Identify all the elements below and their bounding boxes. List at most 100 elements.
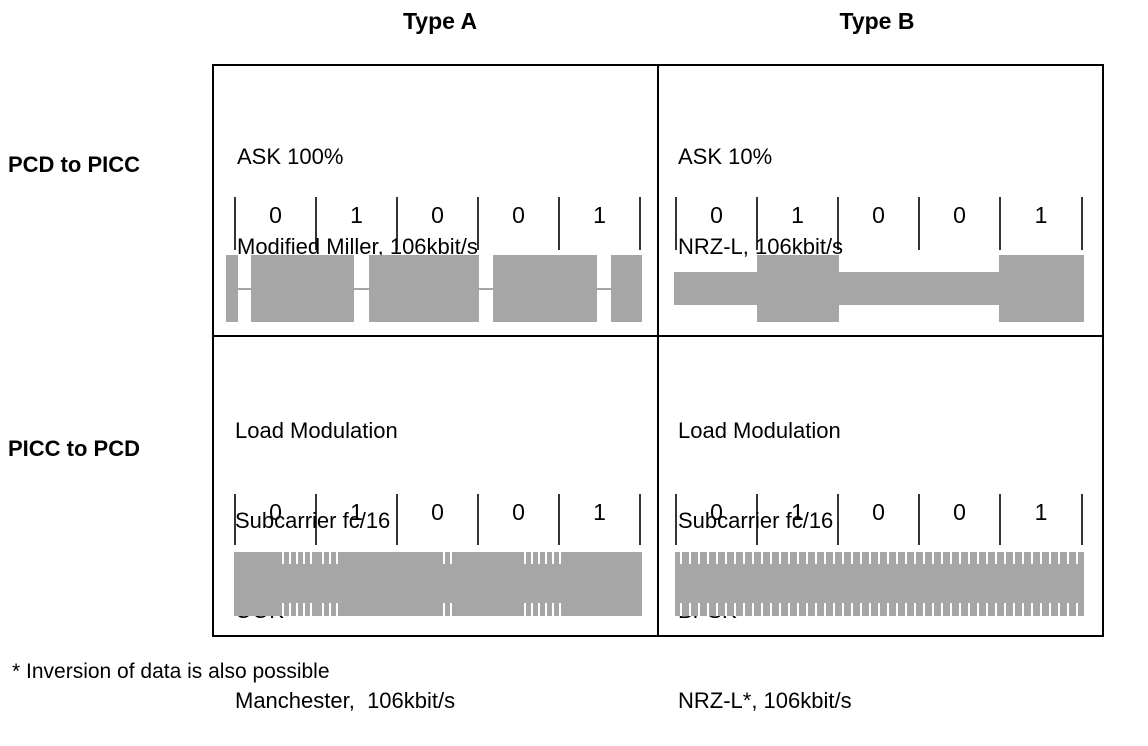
subcarrier-gap: [959, 552, 961, 564]
subcarrier-gap: [303, 603, 305, 616]
subcarrier-gap: [1013, 552, 1015, 564]
subcarrier-gap: [770, 552, 772, 564]
subcarrier-gap: [282, 603, 284, 616]
subcarrier-gap: [531, 552, 533, 564]
subcarrier-gap: [779, 552, 781, 564]
subcarrier-gap: [941, 552, 943, 564]
subcarrier-gap: [310, 603, 312, 616]
subcarrier-gap: [531, 603, 533, 616]
subcarrier-gap: [322, 552, 324, 564]
subcarrier-gap: [322, 603, 324, 616]
subcarrier-gap: [806, 552, 808, 564]
subcarrier-gap: [869, 603, 871, 616]
bit-label: 0: [512, 499, 525, 525]
subcarrier-gap: [329, 552, 331, 564]
bit-label: 0: [269, 499, 282, 525]
subcarrier-gap: [336, 552, 338, 564]
bit-label: 0: [512, 202, 525, 228]
subcarrier-gap: [1004, 552, 1006, 564]
cell-line: NRZ-L, 106kbit/s: [678, 234, 844, 259]
subcarrier-gap: [815, 552, 817, 564]
subcarrier-gap: [552, 603, 554, 616]
subcarrier-envelope: [234, 552, 642, 616]
bit-label: 1: [1034, 202, 1048, 228]
subcarrier-gap: [1040, 603, 1042, 616]
subcarrier-gap: [806, 603, 808, 616]
subcarrier-gap: [995, 552, 997, 564]
carrier-burst: [251, 255, 354, 322]
subcarrier-gap: [752, 552, 754, 564]
subcarrier-gap: [545, 603, 547, 616]
bit-label: 0: [431, 202, 444, 228]
subcarrier-gap: [896, 603, 898, 616]
subcarrier-gap: [761, 603, 763, 616]
subcarrier-gap: [680, 603, 682, 616]
cell-line: Load Modulation: [235, 418, 398, 443]
bit-label: 1: [791, 499, 804, 525]
subcarrier-gap: [336, 603, 338, 616]
subcarrier-gap: [797, 603, 799, 616]
subcarrier-gap: [914, 603, 916, 616]
bit-label: 0: [953, 202, 966, 228]
subcarrier-gap: [1076, 552, 1078, 564]
subcarrier-gap: [538, 552, 540, 564]
cell-line: Subcarrier fc/16: [678, 508, 834, 533]
subcarrier-gap: [1031, 603, 1033, 616]
subcarrier-gap: [878, 603, 880, 616]
high-carrier-level: [999, 255, 1084, 322]
subcarrier-gap: [289, 603, 291, 616]
subcarrier-gap: [824, 603, 826, 616]
bit-label: 0: [431, 499, 444, 525]
grid-divider-horizontal: [212, 335, 1104, 337]
subcarrier-gap: [1067, 552, 1069, 564]
subcarrier-gap: [1049, 603, 1051, 616]
subcarrier-gap: [851, 552, 853, 564]
subcarrier-gap: [986, 552, 988, 564]
subcarrier-gap: [851, 603, 853, 616]
cell-line: Load Modulation: [678, 418, 841, 443]
carrier-burst: [611, 255, 642, 322]
subcarrier-gap: [1067, 603, 1069, 616]
subcarrier-gap: [860, 603, 862, 616]
bit-label: 1: [791, 202, 804, 228]
subcarrier-gap: [1040, 552, 1042, 564]
subcarrier-gap: [1004, 603, 1006, 616]
subcarrier-gap: [524, 603, 526, 616]
subcarrier-gap: [959, 603, 961, 616]
subcarrier-gap: [1049, 552, 1051, 564]
cell-line: ASK 10%: [678, 144, 773, 169]
subcarrier-gap: [289, 552, 291, 564]
subcarrier-gap: [524, 552, 526, 564]
subcarrier-gap: [303, 552, 305, 564]
subcarrier-gap: [698, 603, 700, 616]
subcarrier-gap: [725, 552, 727, 564]
subcarrier-gap: [329, 603, 331, 616]
subcarrier-gap: [716, 552, 718, 564]
subcarrier-gap: [923, 603, 925, 616]
subcarrier-gap: [743, 603, 745, 616]
subcarrier-gap: [788, 552, 790, 564]
subcarrier-gap: [310, 552, 312, 564]
grid-divider-vertical: [657, 64, 659, 637]
subcarrier-gap: [707, 603, 709, 616]
row-header-pcd-to-picc: PCD to PICC: [8, 152, 140, 177]
bit-label: 1: [1034, 499, 1048, 525]
cell-line: Modified Miller, 106kbit/s: [237, 234, 478, 259]
cell-line: ASK 100%: [237, 144, 344, 169]
subcarrier-gap: [842, 552, 844, 564]
subcarrier-gap: [559, 603, 561, 616]
subcarrier-gap: [824, 552, 826, 564]
subcarrier-gap: [1022, 603, 1024, 616]
high-carrier-level: [757, 255, 839, 322]
subcarrier-gap: [296, 603, 298, 616]
carrier-burst: [226, 255, 238, 322]
column-header-type-a: Type A: [402, 8, 478, 34]
carrier-burst: [369, 255, 479, 322]
subcarrier-gap: [887, 552, 889, 564]
subcarrier-gap: [770, 603, 772, 616]
subcarrier-gap: [1058, 552, 1060, 564]
subcarrier-gap: [716, 603, 718, 616]
subcarrier-gap: [552, 552, 554, 564]
subcarrier-gap: [932, 603, 934, 616]
column-header-type-b: Type B: [839, 8, 915, 34]
